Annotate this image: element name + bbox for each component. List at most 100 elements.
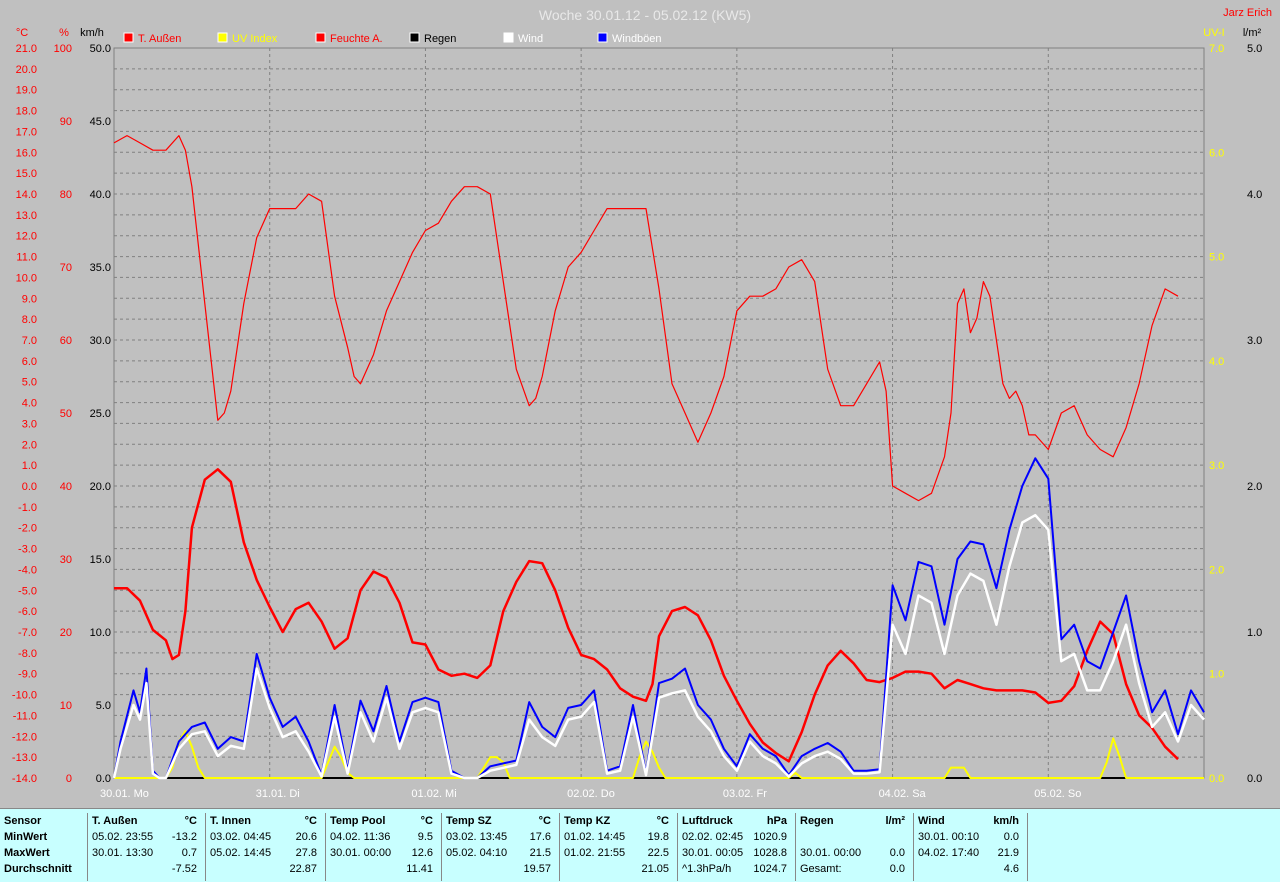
stat-unit: hPa [766,815,787,827]
unit-kmh: km/h [80,27,104,39]
stat-title: Regen [800,815,834,827]
stat-unit: °C [304,815,317,827]
temp-tick-label: 3.0 [22,418,37,430]
stat-column: Temp Pool °C 04.02. 11:36 9.5 30.01. 00:00 12… [326,813,442,881]
temp-tick-label: -12.0 [12,731,37,743]
series-windböen-line [113,457,1205,779]
stat-value: 22.87 [289,863,317,875]
stat-value: 19.8 [647,831,669,843]
wind-tick-label: 5.0 [96,700,111,712]
temp-tick-label: 9.0 [22,293,37,305]
stat-time: 02.02. 02:45 [682,831,744,843]
stat-column: Temp SZ °C 03.02. 13:45 17.6 05.02. 04:10 21.… [442,813,560,881]
unit-percent: % [59,27,69,39]
x-tick-label: 30.01. Mo [100,788,149,800]
temp-tick-label: -9.0 [18,669,37,681]
x-tick-label: 05.02. So [1034,788,1081,800]
min-label: MinWert [4,831,48,843]
humidity-tick-label: 90 [60,116,72,128]
temp-tick-label: -5.0 [18,585,37,597]
stat-title: Temp Pool [330,815,386,827]
stat-time: 05.02. 04:10 [446,847,508,859]
stat-unit: km/h [993,815,1019,827]
wind-tick-label: 30.0 [90,335,111,347]
stat-time: 04.02. 11:36 [330,831,391,843]
stat-time: 01.02. 21:55 [564,847,626,859]
temp-tick-label: 0.0 [22,481,37,493]
legend: T. Außen UV Index Feuchte A. Regen Wind Windb… [123,32,662,45]
temp-tick-label: 2.0 [22,439,37,451]
legend-swatch [409,32,420,43]
temp-tick-label: 20.0 [16,64,37,76]
wind-tick-label: 40.0 [90,189,111,201]
temp-tick-label: 16.0 [16,147,37,159]
uv-tick-label: 5.0 [1209,252,1224,264]
stat-time: 03.02. 04:45 [210,831,272,843]
wind-tick-label: 0.0 [96,773,111,785]
series-wind-line [112,513,1205,780]
stat-unit: °C [420,815,433,827]
rain-tick-label: 5.0 [1247,43,1262,55]
x-tick-label: 31.01. Di [256,788,300,800]
stat-time: 30.01. 00:05 [682,847,744,859]
stat-value: -13.2 [171,831,197,843]
stat-time: 01.02. 14:45 [564,831,626,843]
temp-tick-label: 18.0 [16,106,37,118]
temp-tick-label: -7.0 [18,627,37,639]
uv-tick-label: 6.0 [1209,147,1224,159]
stat-value: 27.8 [295,847,317,859]
stat-value: 1024.7 [753,863,787,875]
stat-column: T. Außen °C 05.02. 23:55 -13.2 30.01. 13:30 0… [88,813,206,881]
grid [114,47,1204,779]
legend-swatch [123,32,134,43]
stat-value: 21.9 [997,847,1019,859]
series-t-außen-line [114,468,1179,763]
stat-value: 11.41 [406,863,433,875]
chart-area: 21.0 20.0 19.0 18.0 17.0 16.0 15.0 14.0 13.0 12.0… [11,7,1272,800]
stat-column: Regen l/m² 30.01. 00:00 0.0 Gesamt: 0.0 [796,813,914,881]
legend-label: Wind [518,33,543,45]
humidity-tick-label: 10 [60,700,72,712]
humidity-tick-label: 50 [60,408,72,420]
temp-tick-label: 12.0 [16,231,37,243]
stat-value: 0.7 [181,847,197,859]
stat-time: 03.02. 13:45 [446,831,508,843]
wind-tick-label: 15.0 [90,554,111,566]
temp-tick-label: 10.0 [16,272,37,284]
legend-label: T. Außen [138,33,181,45]
legend-label: Regen [424,33,456,45]
stat-time: 04.02. 17:40 [918,847,980,859]
legend-label: Feuchte A. [330,33,383,45]
stat-column: Wind km/h 30.01. 00:10 0.0 04.02. 17:40 21.9 4… [914,813,1028,881]
temp-tick-label: 1.0 [22,460,37,472]
stat-title: T. Außen [92,815,138,827]
series-uv-index-line [114,730,1204,779]
stat-column: Temp KZ °C 01.02. 14:45 19.8 01.02. 21:55 22.… [560,813,678,881]
humidity-tick-label: 70 [60,262,72,274]
temp-tick-label: 13.0 [16,210,37,222]
legend-label: UV Index [232,33,278,45]
humidity-tick-label: 60 [60,335,72,347]
stat-value: 20.6 [295,831,317,843]
stat-title: Temp SZ [446,815,492,827]
wind-tick-label: 10.0 [90,627,111,639]
axes: 21.0 20.0 19.0 18.0 17.0 16.0 15.0 14.0 13.0 12.0… [12,43,1262,800]
x-tick-label: 04.02. Sa [879,788,927,800]
temp-tick-label: -14.0 [12,773,37,785]
temp-tick-label: 14.0 [16,189,37,201]
stat-value: 1028.8 [753,847,787,859]
temp-tick-label: 4.0 [22,398,37,410]
temp-tick-label: 7.0 [22,335,37,347]
x-tick-label: 03.02. Fr [723,788,767,800]
humidity-tick-label: 0 [66,773,72,785]
rain-tick-label: 1.0 [1247,627,1262,639]
sensor-title: Sensor [4,815,42,827]
stat-value: 19.57 [523,863,551,875]
temp-tick-label: 19.0 [16,85,37,97]
stat-value: 21.05 [641,863,669,875]
wind-tick-label: 20.0 [90,481,111,493]
legend-swatch [315,32,326,43]
max-label: MaxWert [4,847,50,859]
temp-tick-label: -13.0 [12,752,37,764]
rain-tick-label: 4.0 [1247,189,1262,201]
